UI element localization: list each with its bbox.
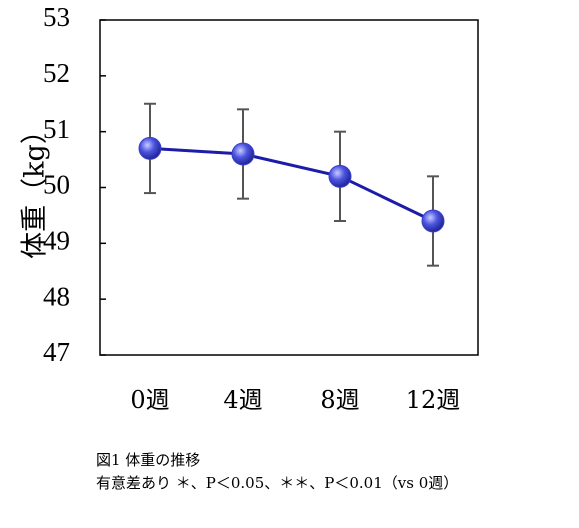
x-tick-label: 4週 [223, 386, 262, 414]
plot-frame [99, 19, 479, 356]
y-tick-label: 49 [43, 226, 70, 256]
x-tick-label: 8週 [320, 386, 359, 414]
marker [138, 136, 162, 160]
y-tick-label: 50 [43, 170, 70, 200]
y-tick-label: 51 [43, 114, 70, 144]
y-tick-label: 47 [43, 337, 70, 367]
y-tick-label: 48 [43, 281, 70, 311]
caption-note: 有意差あり ＊、P＜0.05、＊＊、P＜0.01（vs 0週） [96, 474, 458, 492]
x-tick-label: 0週 [130, 386, 169, 414]
line [149, 146, 434, 223]
x-tick-label: 12週 [406, 386, 461, 414]
marker [328, 164, 352, 188]
marker [421, 209, 445, 233]
caption-title: 図1 体重の推移 [96, 451, 200, 469]
y-tick-label: 53 [43, 2, 70, 32]
y-axis-label: 体重（kg） [20, 117, 51, 259]
y-tick-label: 52 [43, 58, 70, 88]
marker [231, 142, 255, 166]
